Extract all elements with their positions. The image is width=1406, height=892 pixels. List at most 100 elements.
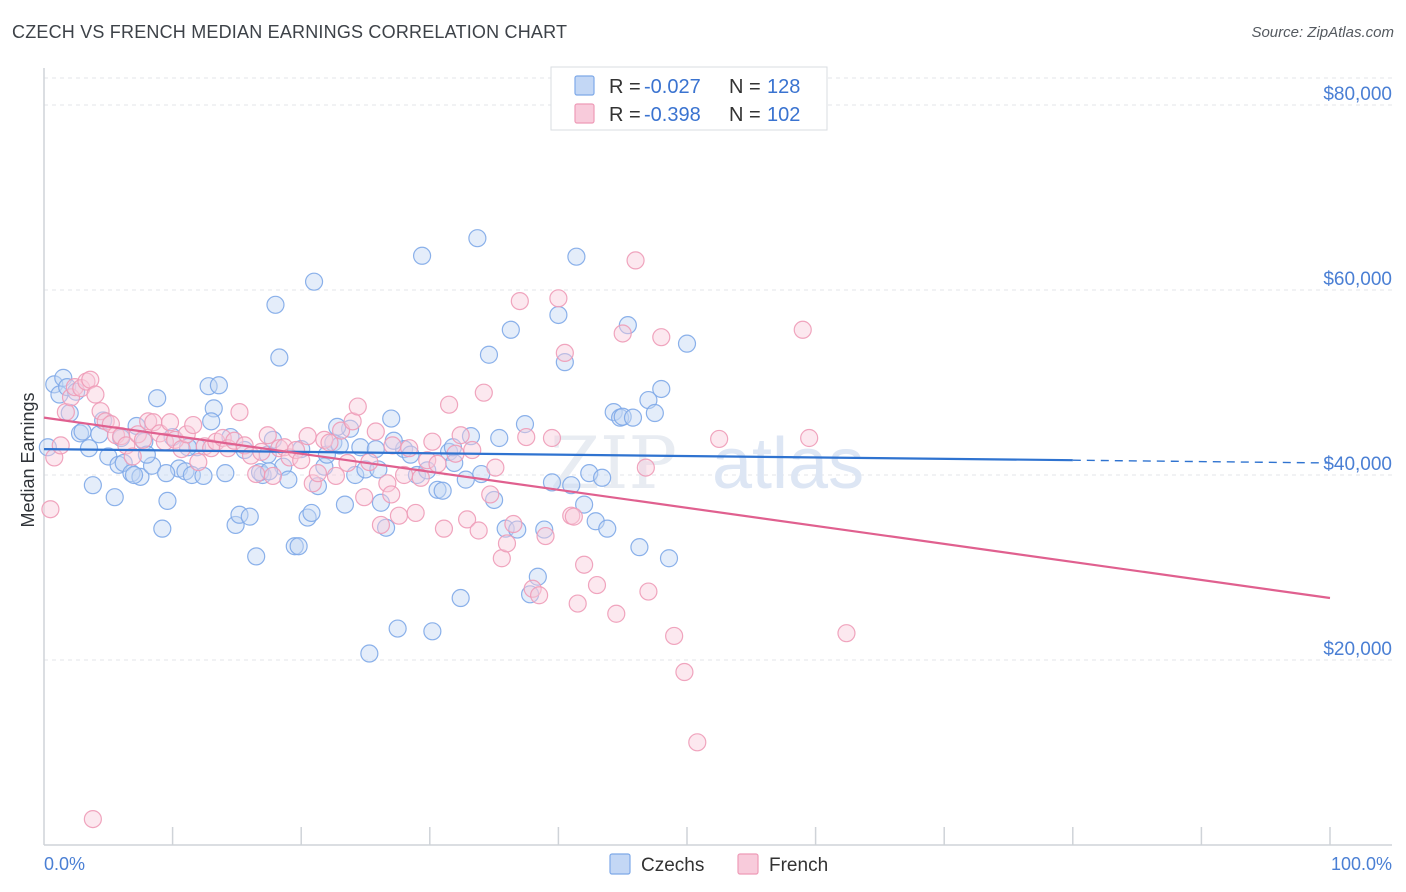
french-point [258,426,277,445]
czechs-point [70,424,90,443]
french-point [564,507,583,526]
x-tick-label-max: 100.0% [1331,854,1392,874]
czechs-point [73,422,92,441]
french-point [510,292,529,311]
czechs-point [158,491,177,510]
chart-title: CZECH VS FRENCH MEDIAN EARNINGS CORRELAT… [12,22,568,42]
czechs-point [490,428,509,448]
y-tick-label-40000: $40,000 [1323,454,1392,475]
french-point [504,514,523,534]
y-tick-label-20000: $20,000 [1323,639,1392,660]
french-point [837,624,856,643]
bottom-legend-label-french: French [769,855,828,876]
french-point [86,385,105,404]
french-point [523,579,542,598]
french-point [366,422,385,441]
czechs-point [528,567,547,586]
legend-r-value-czechs: -0.027 [644,76,701,98]
french-point [348,397,367,416]
french-point [383,436,402,455]
french-point [793,320,812,339]
french-point [41,500,60,519]
series-legend: Czechs French [609,853,828,876]
french-point [542,428,562,448]
x-tick-label-min: 0.0% [44,854,85,874]
french-point [355,488,374,507]
czechs-point [270,348,289,367]
czechs-point [677,334,697,353]
french-point [263,466,283,486]
czechs-point [456,470,475,489]
french-point [160,413,180,432]
french-point [423,432,442,451]
czechs-point [659,549,679,568]
czechs-point [216,464,235,483]
french-trend-line [43,416,1331,600]
y-tick-label-60000: $60,000 [1323,269,1392,290]
french-point [189,452,208,472]
french-point [83,809,102,829]
french-point [688,733,707,752]
french-point [481,485,500,504]
bottom-legend-swatch-czechs [609,853,631,875]
french-point [61,388,81,407]
french-point [428,454,447,473]
czechs-point [479,345,499,364]
legend-r-label-czechs: R = [609,76,641,98]
czechs-point [652,379,671,399]
czechs-point [279,470,298,489]
y-tick-labels: $20,000 $40,000 $60,000 $80,000 [1323,84,1392,660]
czechs-point [157,464,176,483]
czechs-point [148,389,167,408]
french-point [51,436,70,455]
czechs-point [412,246,432,265]
czechs-point [428,480,447,499]
czechs-point [308,477,328,496]
french-point [308,464,328,483]
czechs-point [388,619,407,638]
french-point [613,324,632,343]
czechs-point [555,353,574,372]
czechs-point [240,507,259,526]
legend-swatch-french [574,103,595,124]
czechs-point [202,412,221,431]
y-axis-label: Median Earnings [18,392,38,527]
french-point [298,427,317,446]
czechs-point [226,515,245,535]
stats-legend-box [550,66,828,131]
czechs-point [289,537,308,556]
czechs-point [562,476,581,495]
czechs-point [630,538,649,557]
czechs-point [79,439,99,458]
czechs-point [593,468,612,487]
french-point [133,430,153,449]
french-point [486,458,505,477]
french-point [457,510,477,529]
watermark-atlas: atlas [712,424,864,504]
czechs-point [549,305,568,325]
czechs-point [382,409,401,428]
french-point [463,440,482,460]
y-tick-label-80000: $80,000 [1323,84,1392,105]
french-point [184,415,203,435]
french-point [378,474,397,493]
french-point [555,343,574,362]
french-point [517,427,536,447]
czechs-point [285,537,304,556]
czechs-point [575,495,594,514]
czechs-point [423,622,442,641]
x-ticks [171,827,1331,845]
french-point [710,429,729,449]
czechs-point [468,229,487,248]
czechs-point [535,520,554,539]
czechs-point [401,445,420,464]
data-points [38,229,856,829]
czechs-point [209,376,228,395]
french-point [91,402,110,421]
french-point [607,604,626,623]
french-point [469,521,488,540]
legend-n-label-czechs: N = [729,76,761,98]
trend-lines [43,416,1331,600]
czechs-point [623,408,643,427]
